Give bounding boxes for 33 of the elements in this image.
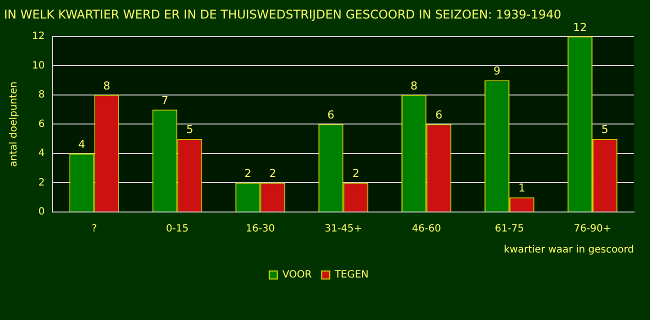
y-tick-label: 0	[38, 206, 45, 218]
data-label: 7	[161, 94, 168, 107]
y-tick-label: 12	[32, 30, 45, 42]
y-tick-label: 8	[38, 90, 45, 101]
data-label: 6	[327, 108, 334, 122]
data-label: 1	[518, 182, 526, 195]
legend-label: VOOR	[282, 270, 312, 281]
y-axis-title: antal doelpunten	[8, 82, 20, 167]
x-tick-label: 16-30	[246, 224, 275, 235]
data-label: 12	[573, 20, 588, 34]
x-tick-label: 46-60	[412, 224, 441, 235]
x-tick-label: 31-45+	[324, 224, 362, 235]
data-label: 8	[410, 79, 418, 92]
x-tick-label: ?	[92, 224, 97, 235]
data-label: 9	[493, 64, 500, 78]
data-label: 5	[186, 123, 194, 136]
data-label: 2	[269, 167, 276, 180]
y-tick-label: 4	[38, 148, 45, 160]
chart-title: IN WELK KWARTIER WERD ER IN DE THUISWEDSTRIJDEN GESCOORD IN SEIZOEN: 1939-1940	[4, 7, 562, 22]
data-label: 6	[435, 108, 442, 122]
y-tick-label: 2	[38, 177, 45, 188]
data-label: 8	[103, 79, 110, 92]
data-label: 2	[352, 167, 360, 180]
data-label: 2	[244, 167, 252, 180]
x-tick-label: 76-90+	[574, 224, 612, 235]
data-label: 4	[78, 138, 86, 151]
legend-label: TEGEN	[334, 270, 369, 281]
y-tick-label: 10	[32, 60, 45, 72]
data-label: 5	[601, 123, 608, 136]
x-tick-label: 61-75	[494, 224, 524, 235]
x-tick-label: 0-15	[166, 224, 189, 235]
x-axis-title: kwartier waar in gescoord	[504, 244, 634, 256]
y-tick-label: 6	[38, 118, 45, 130]
